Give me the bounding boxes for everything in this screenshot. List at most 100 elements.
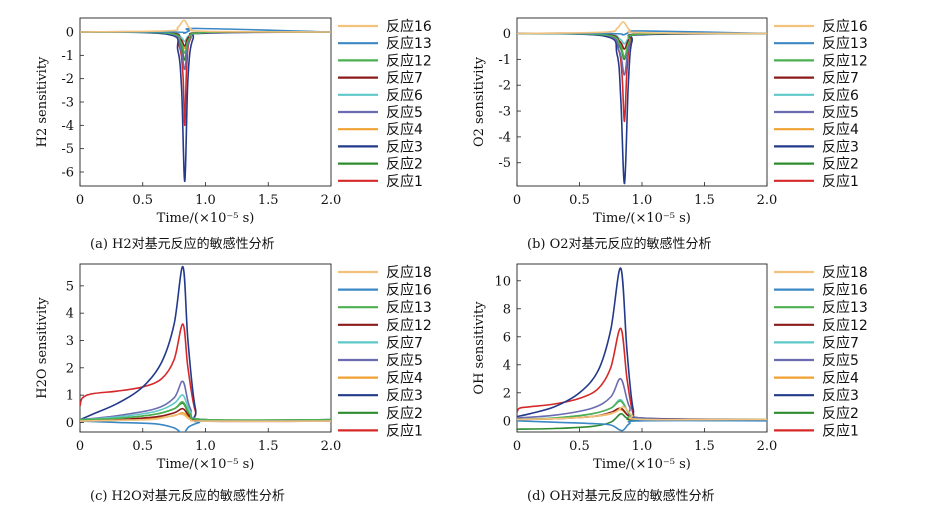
- x-tick-label: 0: [76, 439, 84, 454]
- legend-label: 反应13: [386, 299, 432, 316]
- y-tick-label: 4: [503, 358, 511, 373]
- series-line: [80, 380, 331, 422]
- axes-frame: [516, 17, 768, 187]
- y-tick-label: 2: [66, 361, 74, 376]
- series-line: [80, 27, 331, 34]
- legend-label: 反应2: [822, 405, 859, 422]
- y-tick-label: -5: [498, 156, 511, 171]
- legend-label: 反应1: [822, 173, 859, 190]
- y-tick-label: 1: [66, 389, 74, 404]
- series-line: [80, 401, 331, 421]
- x-tick-label: 1.0: [632, 439, 653, 454]
- legend-label: 反应5: [822, 352, 859, 369]
- legend-label: 反应7: [386, 70, 423, 87]
- legend-label: 反应3: [386, 138, 423, 155]
- y-tick-label: 0: [66, 416, 74, 431]
- legend-label: 反应18: [386, 264, 432, 281]
- x-tick-label: 1.5: [258, 193, 279, 208]
- series-line: [80, 30, 331, 71]
- y-axis-label: OH sensitivity: [472, 301, 487, 395]
- series-group: [517, 267, 767, 432]
- y-tick-label: 3: [66, 334, 74, 349]
- x-tick-label: 1.5: [694, 193, 715, 208]
- legend-label: 反应2: [386, 405, 423, 422]
- series-line: [517, 32, 767, 76]
- y-axis-label: H2O sensitivity: [35, 297, 50, 399]
- x-tick-label: 2.0: [321, 193, 342, 208]
- x-tick-label: 0.5: [569, 439, 590, 454]
- chart-panel-1: 0 0.5 1.0 1.5 2.0 0 -1 -2 -3 -4 -5 -6 Time/(×10⁻⁵ s)…: [35, 17, 432, 252]
- x-tick-label: 0: [513, 193, 521, 208]
- legend-label: 反应16: [822, 18, 868, 35]
- series-line: [80, 31, 331, 183]
- chart-panel-2: 0 0.5 1.0 1.5 2.0 0 -1 -2 -3 -4 -5 Time/(×10⁻⁵ s) O2…: [472, 17, 868, 252]
- series-line: [517, 30, 767, 36]
- legend-label: 反应4: [386, 121, 423, 138]
- legend-label: 反应12: [822, 317, 868, 334]
- series-line: [517, 32, 767, 185]
- series-line: [517, 398, 767, 421]
- series-line: [80, 31, 331, 47]
- y-axis-label: O2 sensitivity: [472, 56, 487, 147]
- y-tick-label: 2: [503, 386, 511, 401]
- series-line: [517, 377, 767, 421]
- legend-label: 反应13: [822, 299, 868, 316]
- legend-label: 反应13: [822, 35, 868, 52]
- legend-label: 反应7: [386, 334, 423, 351]
- x-tick-label: 2.0: [757, 439, 778, 454]
- y-tick-label: 5: [66, 279, 74, 294]
- series-line: [80, 394, 331, 422]
- y-tick-label: -4: [61, 119, 74, 134]
- legend-label: 反应6: [822, 87, 859, 104]
- series-line: [80, 19, 331, 33]
- legend-label: 反应16: [822, 282, 868, 299]
- legend-label: 反应1: [386, 422, 423, 439]
- chart-panel-3: 0 0.5 1.0 1.5 2.0 0 1 2 3 4 5 Time/(×10⁻⁵ s) H2O sen…: [35, 263, 432, 504]
- y-tick-label: -6: [61, 166, 74, 181]
- y-tick-label: 4: [66, 307, 74, 322]
- x-tick-label: 1.0: [195, 439, 216, 454]
- legend-label: 反应6: [386, 87, 423, 104]
- legend-label: 反应12: [822, 52, 868, 69]
- x-tick-label: 0: [76, 193, 84, 208]
- y-tick-label: -3: [61, 96, 74, 111]
- y-tick-label: 0: [66, 26, 74, 41]
- y-tick-label: -3: [498, 105, 511, 120]
- x-tick-label: 0: [513, 439, 521, 454]
- legend-label: 反应7: [822, 70, 859, 87]
- y-tick-label: -4: [498, 130, 511, 145]
- series-group: [80, 19, 331, 183]
- series-line: [517, 32, 767, 61]
- x-tick-label: 1.5: [694, 439, 715, 454]
- x-tick-label: 1.0: [632, 193, 653, 208]
- series-line: [517, 32, 767, 50]
- legend-label: 反应5: [386, 352, 423, 369]
- legend-label: 反应12: [386, 52, 432, 69]
- y-tick-label: 0: [503, 27, 511, 42]
- panel-caption: (c) H2O对基元反应的敏感性分析: [90, 488, 285, 504]
- panel-caption: (d) OH对基元反应的敏感性分析: [527, 488, 715, 504]
- legend-label: 反应16: [386, 282, 432, 299]
- legend-label: 反应12: [386, 317, 432, 334]
- y-tick-label: -1: [498, 53, 511, 68]
- series-line: [517, 32, 767, 123]
- x-tick-label: 0.5: [569, 193, 590, 208]
- legend-label: 反应4: [822, 370, 859, 387]
- y-tick-label: -2: [61, 72, 74, 87]
- legend-label: 反应2: [822, 156, 859, 173]
- series-line: [80, 31, 331, 54]
- legend-label: 反应5: [386, 104, 423, 121]
- series-line: [517, 419, 767, 432]
- legend-label: 反应4: [822, 121, 859, 138]
- legend-label: 反应18: [822, 264, 868, 281]
- series-line: [517, 32, 767, 50]
- y-tick-label: 6: [503, 330, 511, 345]
- axes-frame: [79, 263, 332, 433]
- y-tick-label: 0: [503, 414, 511, 429]
- legend-label: 反应3: [822, 138, 859, 155]
- series-line: [517, 32, 767, 58]
- series-line: [80, 265, 331, 422]
- legend-label: 反应1: [386, 173, 423, 190]
